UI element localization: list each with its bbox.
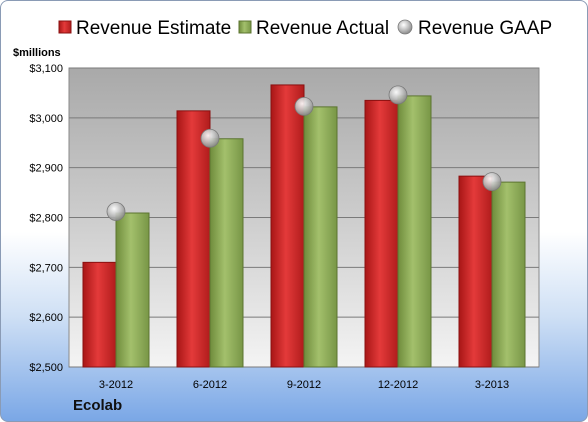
y-tick-label: $2,900	[29, 163, 63, 175]
y-tick-label: $2,800	[29, 213, 63, 225]
legend-label: Revenue GAAP	[418, 18, 552, 39]
actual-bar	[209, 138, 244, 368]
legend-item: Revenue Estimate	[58, 18, 231, 39]
y-tick-label: $3,100	[29, 63, 63, 75]
estimate-bar	[176, 110, 211, 368]
gaap-marker	[388, 85, 408, 105]
legend-item: Revenue GAAP	[397, 18, 552, 39]
gaap-marker	[294, 96, 314, 116]
legend-swatch	[238, 20, 252, 34]
actual-bar	[115, 212, 150, 368]
legend-label: Revenue Estimate	[76, 18, 231, 39]
y-tick-label: $2,500	[29, 362, 63, 374]
x-tick-label: 9-2012	[287, 379, 321, 391]
x-axis-ticks: 3-2012 6-2012 9-2012 12-2012 3-2013	[99, 379, 509, 391]
legend-swatch	[397, 19, 413, 35]
legend-item: Revenue Actual	[238, 18, 389, 39]
bars	[82, 84, 526, 368]
estimate-bar	[458, 175, 493, 368]
gaap-marker	[482, 172, 502, 192]
y-tick-label: $2,700	[29, 262, 63, 274]
x-tick-label: 6-2012	[193, 379, 227, 391]
estimate-bar	[82, 261, 117, 368]
x-tick-label: 12-2012	[378, 379, 418, 391]
gaap-marker	[106, 202, 126, 221]
x-tick-label: 3-2012	[99, 379, 133, 391]
y-axis-unit-label: $millions	[13, 47, 61, 59]
legend-swatch	[58, 20, 72, 34]
y-tick-label: $3,000	[29, 113, 63, 125]
actual-bar	[397, 95, 432, 368]
actual-bar	[303, 106, 338, 368]
estimate-bar	[364, 99, 399, 368]
x-tick-label: 3-2013	[475, 379, 509, 391]
legend: Revenue Estimate Revenue Actual Revenue GA…	[58, 18, 552, 39]
estimate-bar	[270, 84, 305, 368]
company-name: Ecolab	[73, 397, 123, 414]
gaap-markers	[106, 85, 502, 221]
gaap-marker	[200, 128, 220, 148]
y-tick-label: $2,600	[29, 312, 63, 324]
y-axis-ticks: $2,500 $2,600 $2,700 $2,800 $2,900 $3,000 $3,1…	[29, 63, 63, 374]
actual-bar	[491, 181, 526, 368]
legend-label: Revenue Actual	[256, 18, 389, 39]
